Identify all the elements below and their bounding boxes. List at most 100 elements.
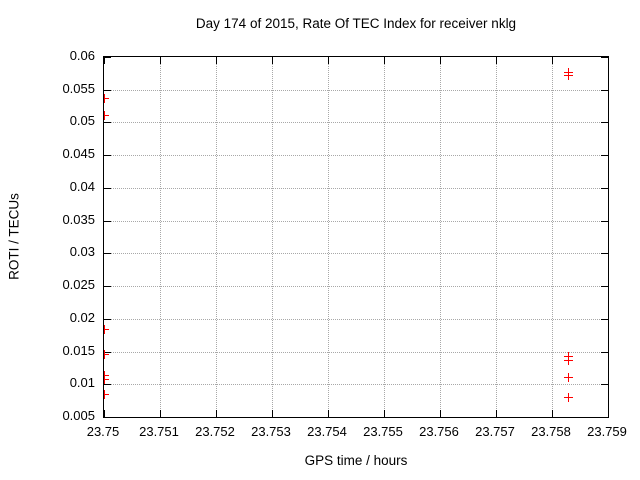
y-tick-mark xyxy=(104,351,111,353)
x-tick-label: 23.753 xyxy=(251,424,291,439)
x-grid-line xyxy=(384,57,385,417)
x-tick-mark xyxy=(440,57,441,64)
y-tick-mark xyxy=(104,417,111,418)
x-tick-mark xyxy=(160,57,161,64)
marker-stroke xyxy=(104,350,105,360)
y-tick-mark xyxy=(601,417,608,418)
y-tick-mark xyxy=(104,318,111,320)
x-tick-label: 23.751 xyxy=(139,424,179,439)
plot-area xyxy=(103,56,609,418)
x-tick-mark xyxy=(160,410,161,417)
y-tick-label: 0.04 xyxy=(69,178,95,194)
marker-stroke xyxy=(104,115,109,117)
x-tick-label: 23.754 xyxy=(307,424,347,439)
marker-stroke xyxy=(104,98,109,100)
y-grid-line xyxy=(104,318,608,320)
y-tick-mark xyxy=(104,253,111,255)
y-tick-mark xyxy=(601,122,608,124)
x-tick-mark xyxy=(384,410,385,417)
y-tick-mark xyxy=(104,57,111,58)
y-tick-mark xyxy=(601,187,608,189)
y-tick-label: 0.005 xyxy=(62,408,95,423)
marker-stroke xyxy=(104,389,105,399)
data-point-marker xyxy=(564,71,574,81)
data-point-marker xyxy=(104,389,109,399)
y-grid-line xyxy=(104,122,608,124)
marker-stroke xyxy=(104,111,105,121)
y-grid-line xyxy=(104,253,608,255)
x-grid-line xyxy=(328,57,329,417)
data-point-marker xyxy=(104,111,109,121)
x-axis-label: GPS time / hours xyxy=(304,453,408,468)
marker-stroke xyxy=(104,94,105,104)
x-tick-mark xyxy=(272,57,273,64)
x-tick-mark xyxy=(440,410,441,417)
y-tick-mark xyxy=(601,351,608,353)
x-tick-label: 23.752 xyxy=(195,424,235,439)
x-grid-line xyxy=(216,57,217,417)
y-tick-mark xyxy=(601,57,608,58)
x-grid-line xyxy=(552,57,553,417)
data-point-marker xyxy=(104,325,109,335)
x-tick-mark xyxy=(496,57,497,64)
y-grid-line xyxy=(104,286,608,288)
y-tick-mark xyxy=(601,155,608,157)
marker-stroke xyxy=(568,373,570,383)
x-tick-mark xyxy=(104,410,105,417)
y-tick-label: 0.015 xyxy=(62,342,95,358)
x-tick-mark xyxy=(328,57,329,64)
x-grid-line xyxy=(272,57,273,417)
y-tick-label: 0.03 xyxy=(69,244,95,260)
marker-stroke xyxy=(104,379,109,381)
x-tick-mark xyxy=(272,410,273,417)
y-tick-label: 0.06 xyxy=(69,48,95,63)
x-tick-mark xyxy=(608,410,609,417)
x-tick-label: 23.756 xyxy=(419,424,459,439)
data-point-marker xyxy=(104,94,109,104)
x-tick-label: 23.757 xyxy=(475,424,515,439)
x-tick-mark xyxy=(328,410,329,417)
data-point-marker xyxy=(564,392,574,402)
x-tick-mark xyxy=(552,410,553,417)
x-grid-line xyxy=(496,57,497,417)
x-tick-label: 23.75 xyxy=(86,424,120,439)
y-tick-label: 0.045 xyxy=(62,146,95,162)
y-grid-line xyxy=(104,220,608,222)
y-axis-label: ROTI / TECUs xyxy=(6,193,22,280)
x-tick-mark xyxy=(216,57,217,64)
y-tick-mark xyxy=(104,155,111,157)
chart-title: Day 174 of 2015, Rate Of TEC Index for r… xyxy=(195,16,517,31)
y-tick-mark xyxy=(104,220,111,222)
marker-stroke xyxy=(568,356,570,366)
y-tick-label: 0.05 xyxy=(69,113,95,129)
x-grid-line xyxy=(160,57,161,417)
x-tick-mark xyxy=(384,57,385,64)
y-tick-mark xyxy=(601,286,608,288)
marker-stroke xyxy=(104,393,109,395)
y-grid-line xyxy=(104,351,608,353)
data-point-marker xyxy=(564,373,574,383)
y-tick-mark xyxy=(104,122,111,124)
y-tick-label: 0.02 xyxy=(69,309,95,325)
marker-stroke xyxy=(568,392,570,402)
marker-stroke xyxy=(568,71,570,81)
data-point-marker xyxy=(104,375,109,385)
y-tick-mark xyxy=(104,286,111,288)
y-tick-label: 0.01 xyxy=(69,375,95,391)
data-point-marker xyxy=(104,370,109,380)
x-tick-mark xyxy=(216,410,217,417)
marker-stroke xyxy=(104,375,105,385)
y-grid-line xyxy=(104,89,608,91)
x-tick-mark xyxy=(608,57,609,64)
y-tick-mark xyxy=(601,253,608,255)
y-tick-mark xyxy=(601,318,608,320)
x-grid-line xyxy=(440,57,441,417)
y-tick-mark xyxy=(104,187,111,189)
y-tick-label: 0.035 xyxy=(62,211,95,227)
y-grid-line xyxy=(104,384,608,386)
data-point-marker xyxy=(564,356,574,366)
y-tick-mark xyxy=(601,220,608,222)
x-tick-label: 23.755 xyxy=(363,424,403,439)
x-tick-mark xyxy=(496,410,497,417)
y-tick-label: 0.025 xyxy=(62,277,95,293)
